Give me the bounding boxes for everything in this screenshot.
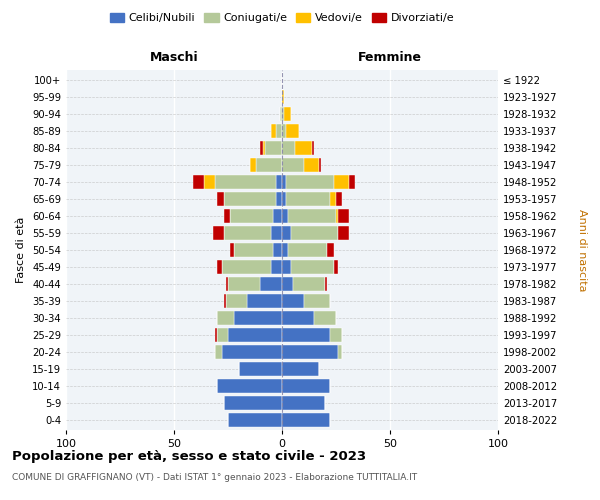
Bar [217,310,235,325]
Bar [217,378,282,393]
Bar [265,141,282,156]
Bar [338,209,349,224]
Bar [271,124,275,138]
Bar [247,294,282,308]
Bar [282,378,329,393]
Bar [275,175,282,190]
Bar [282,158,304,172]
Bar [338,226,349,240]
Bar [250,158,256,172]
Bar [282,344,338,359]
Bar [282,328,329,342]
Bar [228,276,260,291]
Bar [235,310,282,325]
Bar [282,107,284,122]
Bar [228,328,282,342]
Bar [349,175,355,190]
Bar [282,310,314,325]
Bar [293,276,325,291]
Bar [215,328,217,342]
Y-axis label: Anni di nascita: Anni di nascita [577,209,587,291]
Bar [286,192,329,206]
Bar [282,141,295,156]
Bar [224,209,230,224]
Text: Maschi: Maschi [149,51,199,64]
Bar [289,209,336,224]
Bar [282,209,289,224]
Bar [282,226,290,240]
Bar [226,276,228,291]
Bar [304,294,329,308]
Bar [334,260,338,274]
Bar [274,243,282,257]
Bar [282,175,286,190]
Bar [239,362,282,376]
Bar [282,276,293,291]
Bar [329,192,336,206]
Bar [228,412,282,427]
Bar [282,260,290,274]
Bar [304,158,319,172]
Bar [275,192,282,206]
Bar [334,175,349,190]
Bar [260,141,263,156]
Bar [193,175,204,190]
Bar [271,226,282,240]
Bar [314,310,336,325]
Bar [286,124,299,138]
Bar [289,243,328,257]
Bar [282,243,289,257]
Bar [215,344,221,359]
Bar [295,141,312,156]
Text: COMUNE DI GRAFFIGNANO (VT) - Dati ISTAT 1° gennaio 2023 - Elaborazione TUTTITALI: COMUNE DI GRAFFIGNANO (VT) - Dati ISTAT … [12,472,417,482]
Bar [230,209,274,224]
Bar [280,107,282,122]
Bar [338,344,343,359]
Text: Femmine: Femmine [358,51,422,64]
Bar [282,294,304,308]
Bar [329,328,343,342]
Bar [260,276,282,291]
Bar [256,158,282,172]
Bar [224,226,271,240]
Bar [217,192,224,206]
Bar [312,141,314,156]
Bar [221,260,271,274]
Bar [221,344,282,359]
Bar [282,192,286,206]
Bar [213,226,224,240]
Bar [215,175,275,190]
Bar [282,362,319,376]
Bar [282,412,329,427]
Bar [325,276,328,291]
Bar [319,158,321,172]
Bar [286,175,334,190]
Bar [336,209,338,224]
Bar [263,141,265,156]
Bar [336,192,343,206]
Legend: Celibi/Nubili, Coniugati/e, Vedovi/e, Divorziati/e: Celibi/Nubili, Coniugati/e, Vedovi/e, Di… [106,8,458,28]
Text: Popolazione per età, sesso e stato civile - 2023: Popolazione per età, sesso e stato civil… [12,450,366,463]
Bar [217,260,221,274]
Bar [224,294,226,308]
Y-axis label: Fasce di età: Fasce di età [16,217,26,283]
Bar [282,90,284,104]
Bar [275,124,282,138]
Bar [226,294,247,308]
Bar [282,124,286,138]
Bar [290,260,334,274]
Bar [230,243,235,257]
Bar [274,209,282,224]
Bar [284,107,290,122]
Bar [282,396,325,410]
Bar [204,175,215,190]
Bar [328,243,334,257]
Bar [217,328,228,342]
Bar [271,260,282,274]
Bar [290,226,338,240]
Bar [224,396,282,410]
Bar [235,243,274,257]
Bar [224,192,275,206]
